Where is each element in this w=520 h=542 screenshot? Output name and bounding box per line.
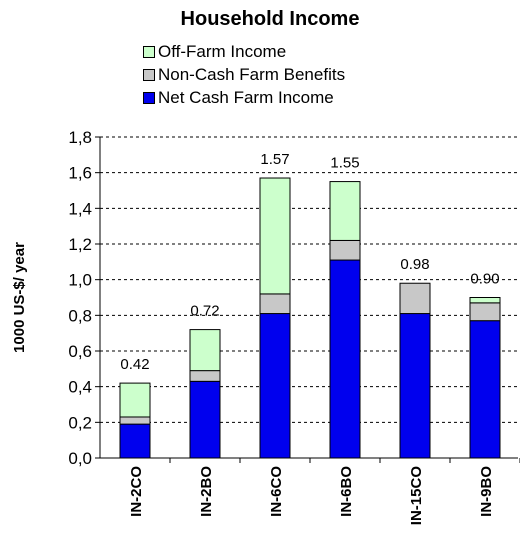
legend-item-off-farm: Off-Farm Income xyxy=(143,40,345,63)
y-tick-label: 1,2 xyxy=(68,235,92,254)
bar-segment xyxy=(189,380,221,459)
chart-title: Household Income xyxy=(180,8,360,30)
bar-segment xyxy=(259,313,291,459)
total-label: 0.90 xyxy=(470,271,499,288)
total-label: 1.57 xyxy=(260,151,289,168)
x-tick-label: IN-6BO xyxy=(338,466,355,517)
y-tick-label: 1,4 xyxy=(68,199,92,218)
bar-segment xyxy=(259,293,291,315)
bar-segment xyxy=(259,177,291,295)
y-tick-label: 1,6 xyxy=(68,164,92,183)
bar-segment xyxy=(469,297,501,304)
y-tick-label: 1,0 xyxy=(68,271,92,290)
legend-label-off-farm: Off-Farm Income xyxy=(158,42,287,61)
legend-label-non-cash: Non-Cash Farm Benefits xyxy=(158,65,346,84)
bar-segment xyxy=(399,313,431,459)
y-tick-label: 0,8 xyxy=(68,306,92,325)
bar-segment xyxy=(119,423,151,459)
legend-item-net-cash: Net Cash Farm Income xyxy=(143,86,345,109)
total-label: 0.72 xyxy=(190,303,219,320)
y-tick-label: 1,8 xyxy=(68,128,92,147)
bar-segment xyxy=(329,259,361,459)
legend-item-non-cash: Non-Cash Farm Benefits xyxy=(143,63,345,86)
x-tick-label: IN-6CO xyxy=(268,466,285,517)
legend-swatch-net-cash xyxy=(143,91,155,104)
bar-segment xyxy=(119,416,151,425)
y-tick-label: 0,4 xyxy=(68,378,92,397)
x-tick-label: IN-2BO xyxy=(198,466,215,517)
bar-segment xyxy=(469,320,501,459)
x-tick-label: IN-9BO xyxy=(478,466,495,517)
bar-segment xyxy=(329,239,361,261)
legend-label-net-cash: Net Cash Farm Income xyxy=(158,88,334,107)
bar-segment xyxy=(189,370,221,382)
bar-segment xyxy=(469,302,501,322)
y-tick-label: 0,0 xyxy=(68,449,92,468)
legend-swatch-off-farm xyxy=(143,45,155,58)
y-tick-label: 0,2 xyxy=(68,413,92,432)
total-label: 0.98 xyxy=(400,256,429,273)
y-tick-label: 0,6 xyxy=(68,342,92,361)
total-label: 1.55 xyxy=(330,155,359,172)
bar-segment xyxy=(399,282,431,315)
x-tick-label: IN-2CO xyxy=(128,466,145,517)
total-label: 0.42 xyxy=(120,356,149,373)
legend: Off-Farm Income Non-Cash Farm Benefits N… xyxy=(143,40,345,109)
bar-segment xyxy=(329,181,361,241)
bar-segment xyxy=(119,382,151,418)
legend-swatch-non-cash xyxy=(143,68,155,81)
bar-segment xyxy=(189,329,221,372)
x-tick-label: IN-15CO xyxy=(408,466,425,526)
y-axis-title: 1000 US-$/ year xyxy=(11,242,28,353)
